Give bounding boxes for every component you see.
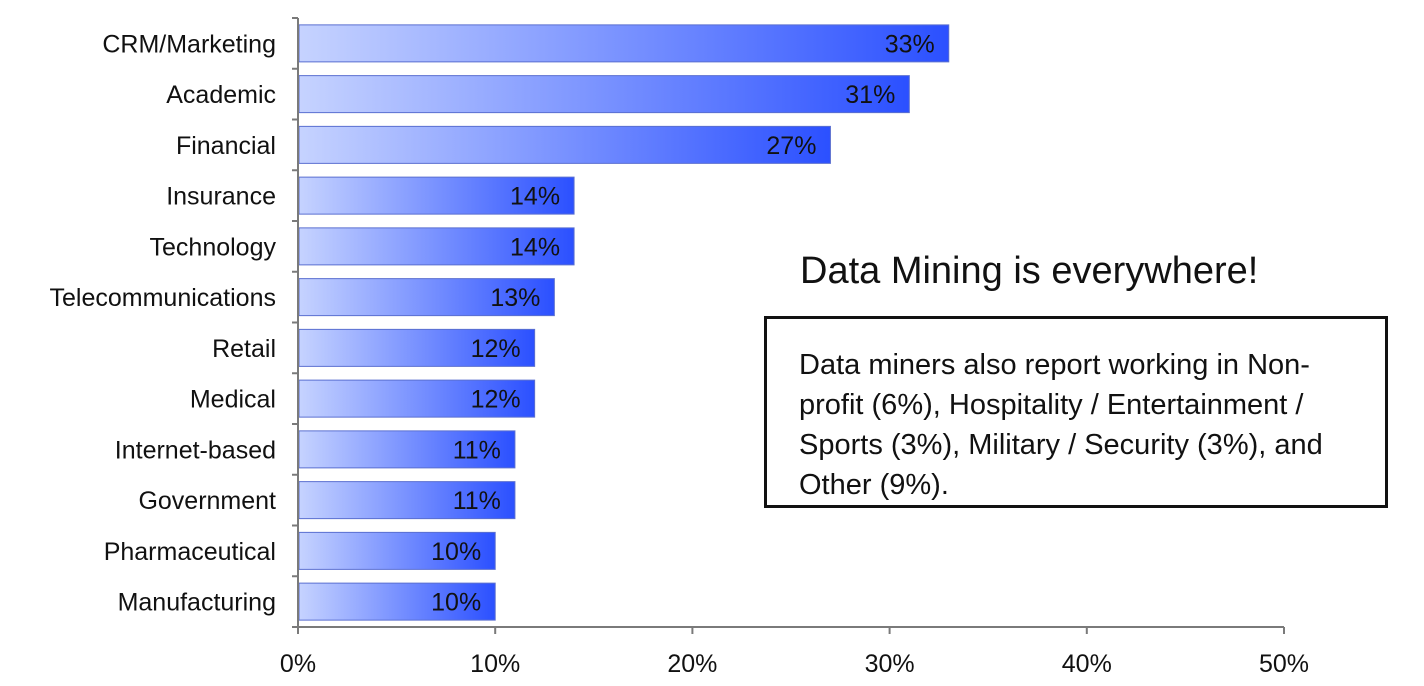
category-label: Medical bbox=[190, 386, 276, 414]
note-text: Data miners also report working in Non-p… bbox=[799, 349, 1323, 501]
axes-layer bbox=[292, 17, 1285, 634]
category-label: Insurance bbox=[166, 183, 276, 211]
value-label: 33% bbox=[885, 30, 935, 58]
category-label: Retail bbox=[212, 335, 276, 363]
value-label: 13% bbox=[490, 284, 540, 312]
category-label: Internet-based bbox=[115, 436, 276, 464]
value-label: 11% bbox=[453, 487, 501, 515]
x-tick-label: 20% bbox=[667, 650, 717, 678]
value-label: 14% bbox=[510, 183, 560, 211]
labels-layer: CRM/Marketing 33% Academic 31% Financial 27% I… bbox=[50, 30, 1310, 678]
category-label: Telecommunications bbox=[50, 284, 277, 312]
bar bbox=[298, 125, 831, 164]
bar bbox=[298, 531, 496, 570]
bars-layer bbox=[298, 24, 950, 621]
bar bbox=[298, 75, 910, 114]
x-tick-label: 30% bbox=[865, 650, 915, 678]
category-label: Government bbox=[138, 487, 276, 515]
value-label: 31% bbox=[845, 81, 895, 109]
category-label: Technology bbox=[150, 233, 277, 261]
value-label: 12% bbox=[471, 386, 521, 414]
value-label: 12% bbox=[471, 335, 521, 363]
headline: Data Mining is everywhere! bbox=[800, 250, 1259, 292]
bar bbox=[298, 24, 950, 63]
value-label: 14% bbox=[510, 233, 560, 261]
x-tick-label: 50% bbox=[1259, 650, 1309, 678]
x-tick-label: 10% bbox=[470, 650, 520, 678]
x-tick-label: 0% bbox=[280, 650, 316, 678]
bar bbox=[298, 227, 575, 266]
bar bbox=[298, 328, 536, 367]
bar bbox=[298, 582, 496, 621]
category-label: Financial bbox=[176, 132, 276, 160]
x-tick-label: 40% bbox=[1062, 650, 1112, 678]
value-label: 27% bbox=[766, 132, 816, 160]
bar bbox=[298, 481, 516, 520]
category-label: Pharmaceutical bbox=[104, 538, 276, 566]
category-label: Academic bbox=[166, 81, 276, 109]
value-label: 10% bbox=[431, 538, 481, 566]
note-box: Data miners also report working in Non-p… bbox=[764, 316, 1388, 508]
category-label: CRM/Marketing bbox=[102, 30, 276, 58]
bar bbox=[298, 176, 575, 215]
value-label: 11% bbox=[453, 436, 501, 464]
value-label: 10% bbox=[431, 589, 481, 617]
category-label: Manufacturing bbox=[118, 589, 276, 617]
